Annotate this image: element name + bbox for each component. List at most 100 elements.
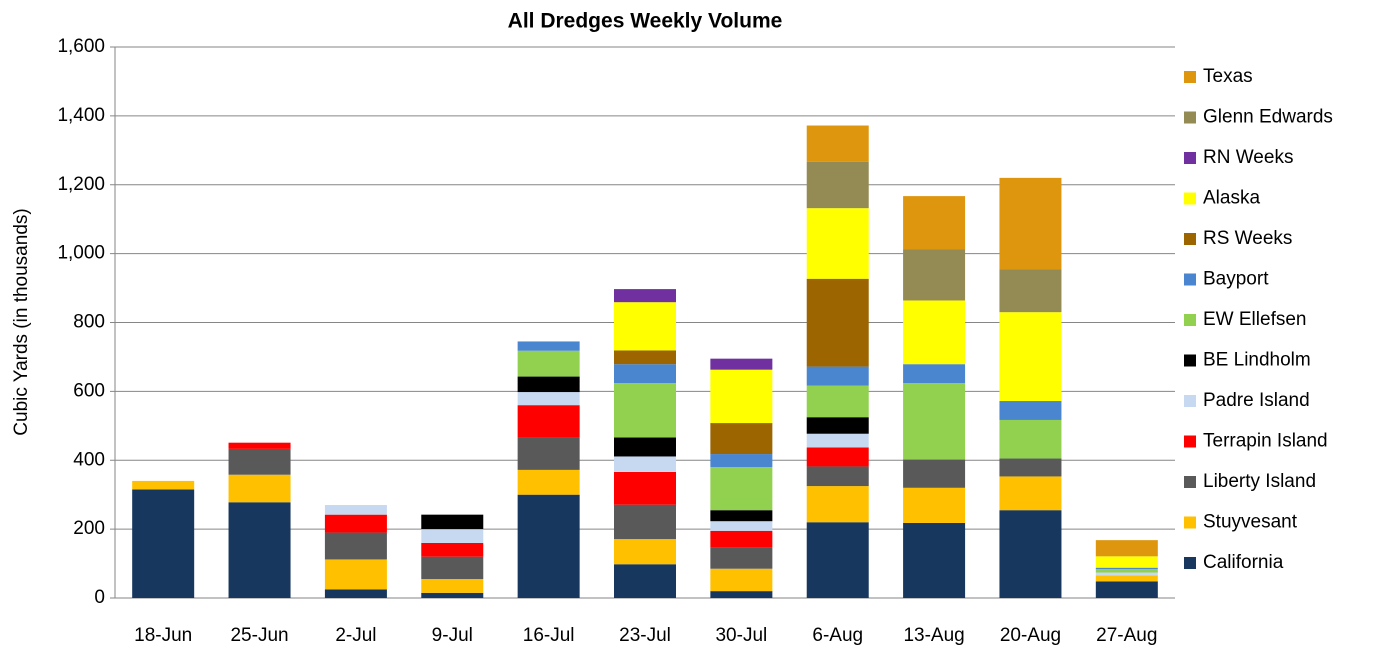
- bar-segment: [806, 486, 869, 523]
- legend-label: Terrapin Island: [1203, 431, 1328, 452]
- bar-segment: [614, 539, 676, 565]
- bar-segment: [903, 196, 966, 250]
- bar-segment: [903, 522, 966, 598]
- bar-segment: [999, 177, 1062, 270]
- bar-segment: [806, 208, 869, 279]
- bar-segment: [517, 376, 580, 393]
- bar-segment: [614, 471, 676, 505]
- legend-label: Liberty Island: [1203, 471, 1316, 492]
- bar-segment: [228, 448, 291, 475]
- y-tick-label: 600: [73, 380, 105, 401]
- bar-segment: [806, 385, 869, 418]
- bar-segment: [614, 456, 676, 472]
- bar-segment: [517, 469, 580, 495]
- bar-segment: [710, 530, 773, 548]
- bar-segment: [421, 592, 484, 598]
- y-axis-label: Cubic Yards (in thousands): [11, 208, 32, 435]
- bar-segment: [1095, 572, 1158, 576]
- bar-segment: [324, 505, 387, 515]
- x-tick-label: 2-Jul: [335, 625, 376, 646]
- bar-segment: [1095, 581, 1158, 598]
- bar-segment: [132, 480, 195, 490]
- legend-swatch: [1184, 395, 1196, 407]
- legend-swatch: [1184, 152, 1196, 164]
- bar-segment: [999, 458, 1062, 477]
- legend-label: RS Weeks: [1203, 228, 1292, 249]
- bar-segment: [614, 437, 676, 457]
- bar-segment: [421, 514, 484, 530]
- bar-segment: [324, 514, 387, 533]
- legend-swatch: [1184, 354, 1196, 367]
- bar-segment: [1095, 556, 1158, 568]
- bar-segment: [421, 529, 484, 543]
- y-tick-label: 1,600: [57, 36, 105, 57]
- bar-segment: [710, 547, 773, 569]
- x-tick-label: 20-Aug: [1000, 625, 1061, 646]
- bar-segment: [806, 522, 869, 598]
- legend-label: Alaska: [1203, 188, 1260, 209]
- x-tick-label: 9-Jul: [432, 625, 473, 646]
- bar-segment: [806, 417, 869, 434]
- legend-label: Stuyvesant: [1203, 512, 1298, 533]
- legend-label: EW Ellefsen: [1203, 309, 1306, 330]
- bar-segment: [999, 269, 1062, 313]
- bar-segment: [806, 447, 869, 467]
- y-tick-label: 400: [73, 449, 105, 470]
- bar-segment: [806, 125, 869, 162]
- y-tick-label: 0: [94, 587, 105, 608]
- legend-label: Padre Island: [1203, 390, 1310, 411]
- legend-swatch: [1184, 314, 1196, 326]
- bar-segment: [999, 476, 1062, 511]
- bar-segment: [421, 579, 484, 593]
- bar-segment: [324, 589, 387, 598]
- bar-segment: [614, 302, 676, 351]
- bar-segment: [1095, 540, 1158, 557]
- legend-swatch: [1184, 557, 1196, 569]
- bar-segment: [1095, 567, 1158, 570]
- bar-segment: [903, 383, 966, 460]
- bar-segment: [710, 510, 773, 522]
- bar-segment: [903, 300, 966, 365]
- bar-segment: [614, 289, 676, 303]
- bar-segment: [710, 454, 773, 468]
- y-tick-label: 1,200: [57, 174, 105, 195]
- bar-segment: [710, 521, 773, 531]
- legend-swatch: [1184, 476, 1196, 488]
- x-tick-label: 16-Jul: [523, 625, 575, 646]
- legend-label: Texas: [1203, 66, 1253, 87]
- legend-swatch: [1184, 111, 1196, 124]
- legend-swatch: [1184, 192, 1196, 205]
- bar-segment: [710, 591, 773, 598]
- legend-swatch: [1184, 71, 1196, 83]
- bar-segment: [324, 532, 387, 560]
- x-tick-label: 27-Aug: [1096, 625, 1157, 646]
- x-tick-label: 25-Jun: [230, 625, 288, 646]
- x-tick-label: 18-Jun: [134, 625, 192, 646]
- bar-segment: [517, 392, 580, 406]
- bar-segment: [517, 494, 580, 598]
- bar-segment: [324, 559, 387, 590]
- bar-segment: [517, 341, 580, 351]
- bar-segment: [806, 161, 869, 209]
- bar-segment: [710, 467, 773, 511]
- bar-segment: [614, 350, 676, 365]
- bar-segment: [710, 568, 773, 592]
- bar-segment: [903, 487, 966, 523]
- bar-segment: [999, 312, 1062, 402]
- bar-segment: [228, 502, 291, 598]
- bar-segment: [228, 474, 291, 503]
- bar-segment: [806, 466, 869, 487]
- legend-label: Glenn Edwards: [1203, 107, 1333, 128]
- bar-segment: [710, 369, 773, 424]
- legend-label: Bayport: [1203, 269, 1269, 290]
- bar-segment: [517, 405, 580, 438]
- bar-segment: [614, 504, 676, 540]
- bar-segment: [999, 419, 1062, 459]
- legend-swatch: [1184, 435, 1196, 448]
- legend-swatch: [1184, 273, 1196, 286]
- bar-segment: [421, 556, 484, 580]
- x-tick-label: 13-Aug: [903, 625, 964, 646]
- bar-segment: [806, 278, 869, 367]
- bar-segment: [614, 564, 676, 598]
